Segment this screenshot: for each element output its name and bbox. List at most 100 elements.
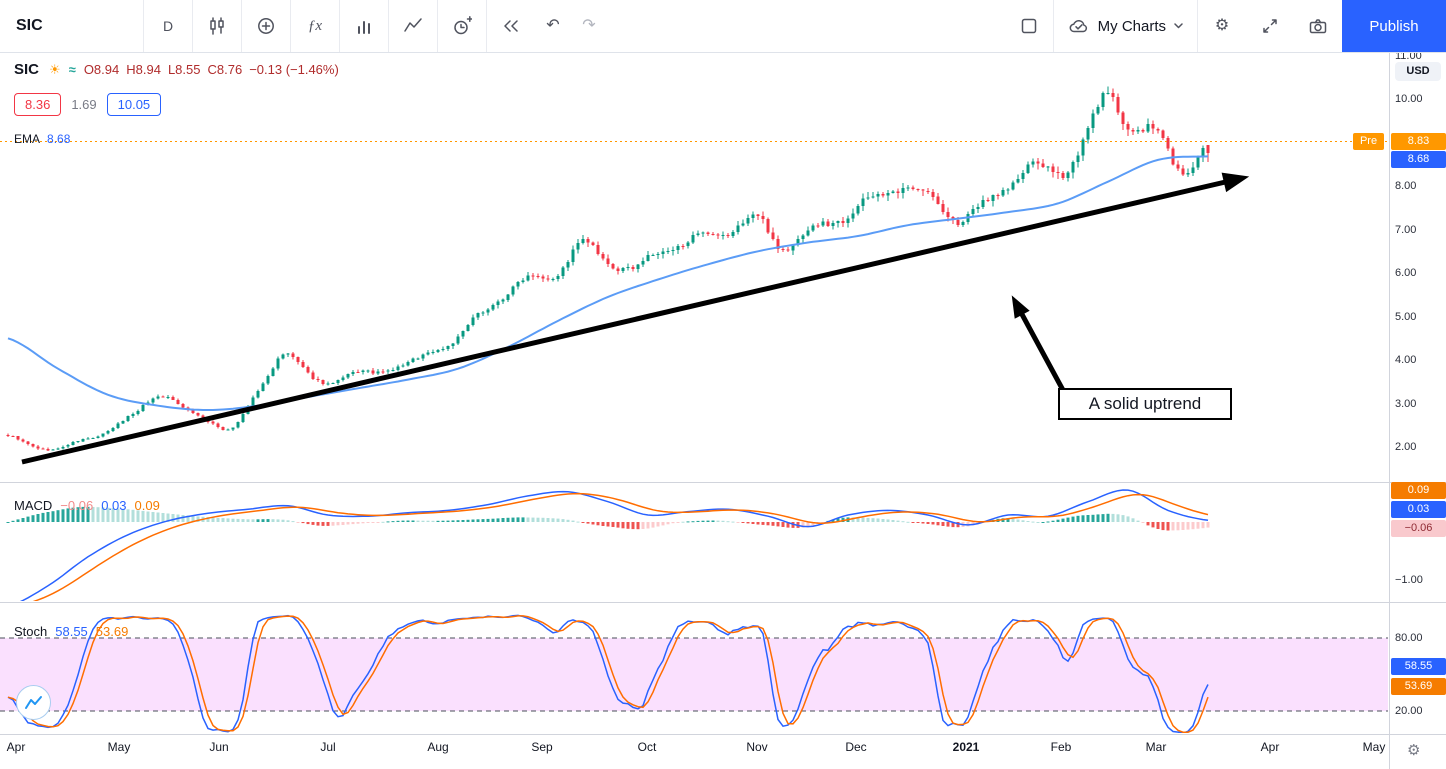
macd-line-value: 0.03 <box>101 498 127 513</box>
top-toolbar: SIC D ƒx <box>0 0 1446 53</box>
alarm-clock-icon <box>454 16 472 35</box>
stoch-legend: Stoch 58.55 53.69 <box>14 624 128 639</box>
pre-market-price-badge: 8.83 <box>1391 133 1446 150</box>
price-tick: 6.00 <box>1395 267 1417 279</box>
time-label: Feb <box>1050 740 1072 754</box>
publish-button[interactable]: Publish <box>1342 0 1446 52</box>
time-label: Jul <box>320 740 336 754</box>
price-tick: 8.00 <box>1395 180 1417 192</box>
pre-market-tag: Pre <box>1353 133 1384 150</box>
price-legend: SIC ☀ ≈ O8.94 H8.94 L8.55 C8.76 −0.13 (−1.46… <box>14 61 346 78</box>
interval-button[interactable]: D <box>144 0 192 52</box>
ema-line <box>7 155 1209 411</box>
time-label: Nov <box>746 740 768 754</box>
macd-signal-line <box>32 492 1209 601</box>
price-tick: 10.00 <box>1395 93 1423 105</box>
annotation-arrow <box>1015 305 1067 394</box>
time-label: 2021 <box>952 740 980 754</box>
time-label: Jun <box>209 740 229 754</box>
toolbar-divider <box>1052 0 1054 52</box>
camera-icon <box>1309 19 1327 34</box>
ema-legend: EMA 8.68 <box>14 132 70 146</box>
price-tick: 7.00 <box>1395 223 1417 236</box>
time-label: Oct <box>637 740 657 754</box>
stoch-d-badge: 53.69 <box>1391 678 1446 695</box>
pre-market-icon[interactable]: ☀ <box>49 62 61 77</box>
toolbar-divider <box>1197 0 1198 52</box>
fullscreen-button[interactable] <box>1246 0 1294 52</box>
price-tick: 4.00 <box>1395 354 1417 366</box>
time-label: Apr <box>1260 740 1280 754</box>
time-axis-gear-icon[interactable]: ⚙ <box>1407 742 1421 759</box>
annotation-label[interactable]: A solid uptrend <box>1058 388 1232 420</box>
replay-button[interactable] <box>487 0 535 52</box>
toolbar-divider <box>388 0 389 52</box>
trend-line <box>21 177 1235 465</box>
macd-tick: −1.00 <box>1395 574 1423 586</box>
toolbar-divider <box>241 0 242 52</box>
stoch-tick: 80.00 <box>1395 632 1423 645</box>
time-label: May <box>107 740 131 754</box>
snapshot-button[interactable] <box>1294 0 1342 52</box>
templates-button[interactable] <box>389 0 437 52</box>
plus-circle-icon <box>258 18 274 34</box>
macd-legend: MACD −0.06 0.03 0.09 <box>14 498 160 513</box>
macd-signal-value: 0.09 <box>134 498 160 513</box>
tradingview-logo-button[interactable] <box>16 685 51 720</box>
settings-button[interactable]: ⚙ <box>1198 0 1246 52</box>
stoch-band <box>0 638 1388 712</box>
macd-line <box>19 489 1209 601</box>
macd-hist-value: −0.06 <box>60 498 94 513</box>
ema-label[interactable]: EMA <box>14 132 41 146</box>
open-value: O8.94 <box>83 62 120 77</box>
time-label: May <box>1362 740 1386 754</box>
price-tick: 2.00 <box>1395 441 1417 453</box>
currency-badge[interactable]: USD <box>1395 62 1441 81</box>
financial-metrics-button[interactable] <box>340 0 388 52</box>
macd-hist-badge: −0.06 <box>1391 520 1446 537</box>
my-charts-label: My Charts <box>1097 17 1166 35</box>
stoch-tick: 20.00 <box>1395 705 1423 718</box>
chart-type-button[interactable] <box>193 0 241 52</box>
macd-value-badge: 0.03 <box>1391 501 1446 518</box>
indicators-button[interactable]: ƒx <box>291 0 339 52</box>
my-charts-button[interactable]: My Charts <box>1054 0 1197 52</box>
stoch-k-line <box>7 614 1209 733</box>
line-chart-icon <box>404 18 422 32</box>
macd-signal-badge: 0.09 <box>1391 482 1446 499</box>
fullscreen-icon <box>1263 19 1277 33</box>
symbol-search-button[interactable]: SIC <box>0 0 143 52</box>
toolbar-divider <box>486 0 487 52</box>
undo-icon: ↶ <box>546 17 560 34</box>
layout-button[interactable] <box>1005 0 1053 52</box>
range-high-box: 10.05 <box>106 93 162 116</box>
stoch-d-value: 53.69 <box>95 624 129 639</box>
toolbar-divider <box>143 0 144 52</box>
ema-price-badge: 8.68 <box>1391 151 1446 168</box>
stoch-label[interactable]: Stoch <box>14 624 48 639</box>
range-legend: 8.36 1.69 10.05 <box>14 93 162 116</box>
undo-button[interactable]: ↶ <box>535 0 571 52</box>
toolbar-divider <box>437 0 438 52</box>
price-tick: 5.00 <box>1395 310 1417 323</box>
interval-label: D <box>162 18 174 34</box>
alert-button[interactable] <box>438 0 486 52</box>
compare-button[interactable] <box>242 0 290 52</box>
legend-symbol[interactable]: SIC <box>14 61 40 78</box>
macd-label[interactable]: MACD <box>14 498 53 513</box>
toolbar-divider <box>290 0 291 52</box>
toolbar-divider <box>339 0 340 52</box>
range-low-box: 8.36 <box>14 93 62 116</box>
gear-icon: ⚙ <box>1214 17 1230 34</box>
range-mid-value: 1.69 <box>71 97 97 112</box>
trend-line-arrowhead <box>1221 172 1250 193</box>
redo-button[interactable]: ↷ <box>571 0 607 52</box>
delayed-data-icon[interactable]: ≈ <box>68 62 76 77</box>
toolbar-symbol-label: SIC <box>16 17 43 34</box>
time-label: Aug <box>427 740 449 754</box>
time-label: Apr <box>6 740 26 754</box>
close-value: C8.76 <box>207 62 243 77</box>
fx-icon: ƒx <box>307 17 323 34</box>
stoch-pane <box>7 614 1209 733</box>
